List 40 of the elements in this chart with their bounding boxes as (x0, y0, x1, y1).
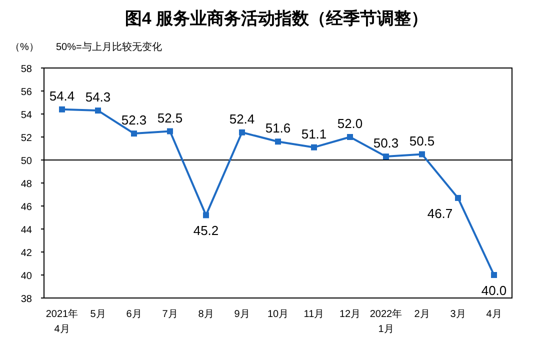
y-tick-label: 56 (20, 87, 32, 98)
data-label: 54.3 (85, 90, 111, 105)
y-tick-label: 44 (20, 225, 32, 236)
y-tick-label: 38 (20, 294, 32, 305)
data-label: 50.3 (373, 136, 399, 151)
x-tick-label: 12月 (339, 309, 361, 320)
x-tick-label: 3月 (450, 309, 466, 320)
chart-title: 图4 服务业商务活动指数（经季节调整） (124, 9, 428, 28)
y-tick-label: 48 (20, 179, 32, 190)
data-label: 52.3 (121, 112, 147, 128)
data-label: 52.0 (337, 116, 363, 131)
x-tick-label: 11月 (304, 309, 324, 320)
data-label: 51.1 (301, 126, 327, 142)
data-label: 45.2 (193, 223, 219, 238)
data-label: 52.4 (229, 111, 255, 126)
y-tick-label: 58 (20, 64, 32, 75)
data-label: 50.5 (409, 133, 435, 148)
data-label: 40.0 (481, 283, 507, 298)
y-tick-label: 42 (20, 248, 32, 259)
x-tick-label: 2022年 1月 (370, 308, 402, 335)
data-label: 46.7 (427, 206, 453, 221)
x-tick-label: 6月 (126, 309, 142, 320)
x-tick-label: 2021年 4月 (46, 308, 78, 335)
x-tick-label: 4月 (486, 309, 502, 320)
x-tick-label: 10月 (267, 309, 289, 320)
x-tick-label: 7月 (162, 309, 178, 320)
data-label: 52.5 (157, 110, 183, 126)
data-label: 51.6 (265, 120, 291, 136)
x-tick-label: 8月 (198, 309, 214, 320)
y-tick-label: 50 (20, 156, 32, 167)
y-tick-label: 46 (20, 202, 32, 213)
y-tick-label: 52 (20, 133, 32, 144)
x-tick-label: 5月 (90, 309, 106, 320)
data-label: 54.4 (49, 88, 75, 104)
y-axis-title: （%） (10, 42, 39, 53)
text: 50%=与上月比较无变化 (56, 41, 162, 53)
x-tick-label: 9月 (234, 309, 250, 320)
y-tick-label: 54 (20, 110, 32, 121)
y-tick-label: 40 (20, 271, 32, 282)
x-tick-label: 2月 (414, 309, 430, 320)
